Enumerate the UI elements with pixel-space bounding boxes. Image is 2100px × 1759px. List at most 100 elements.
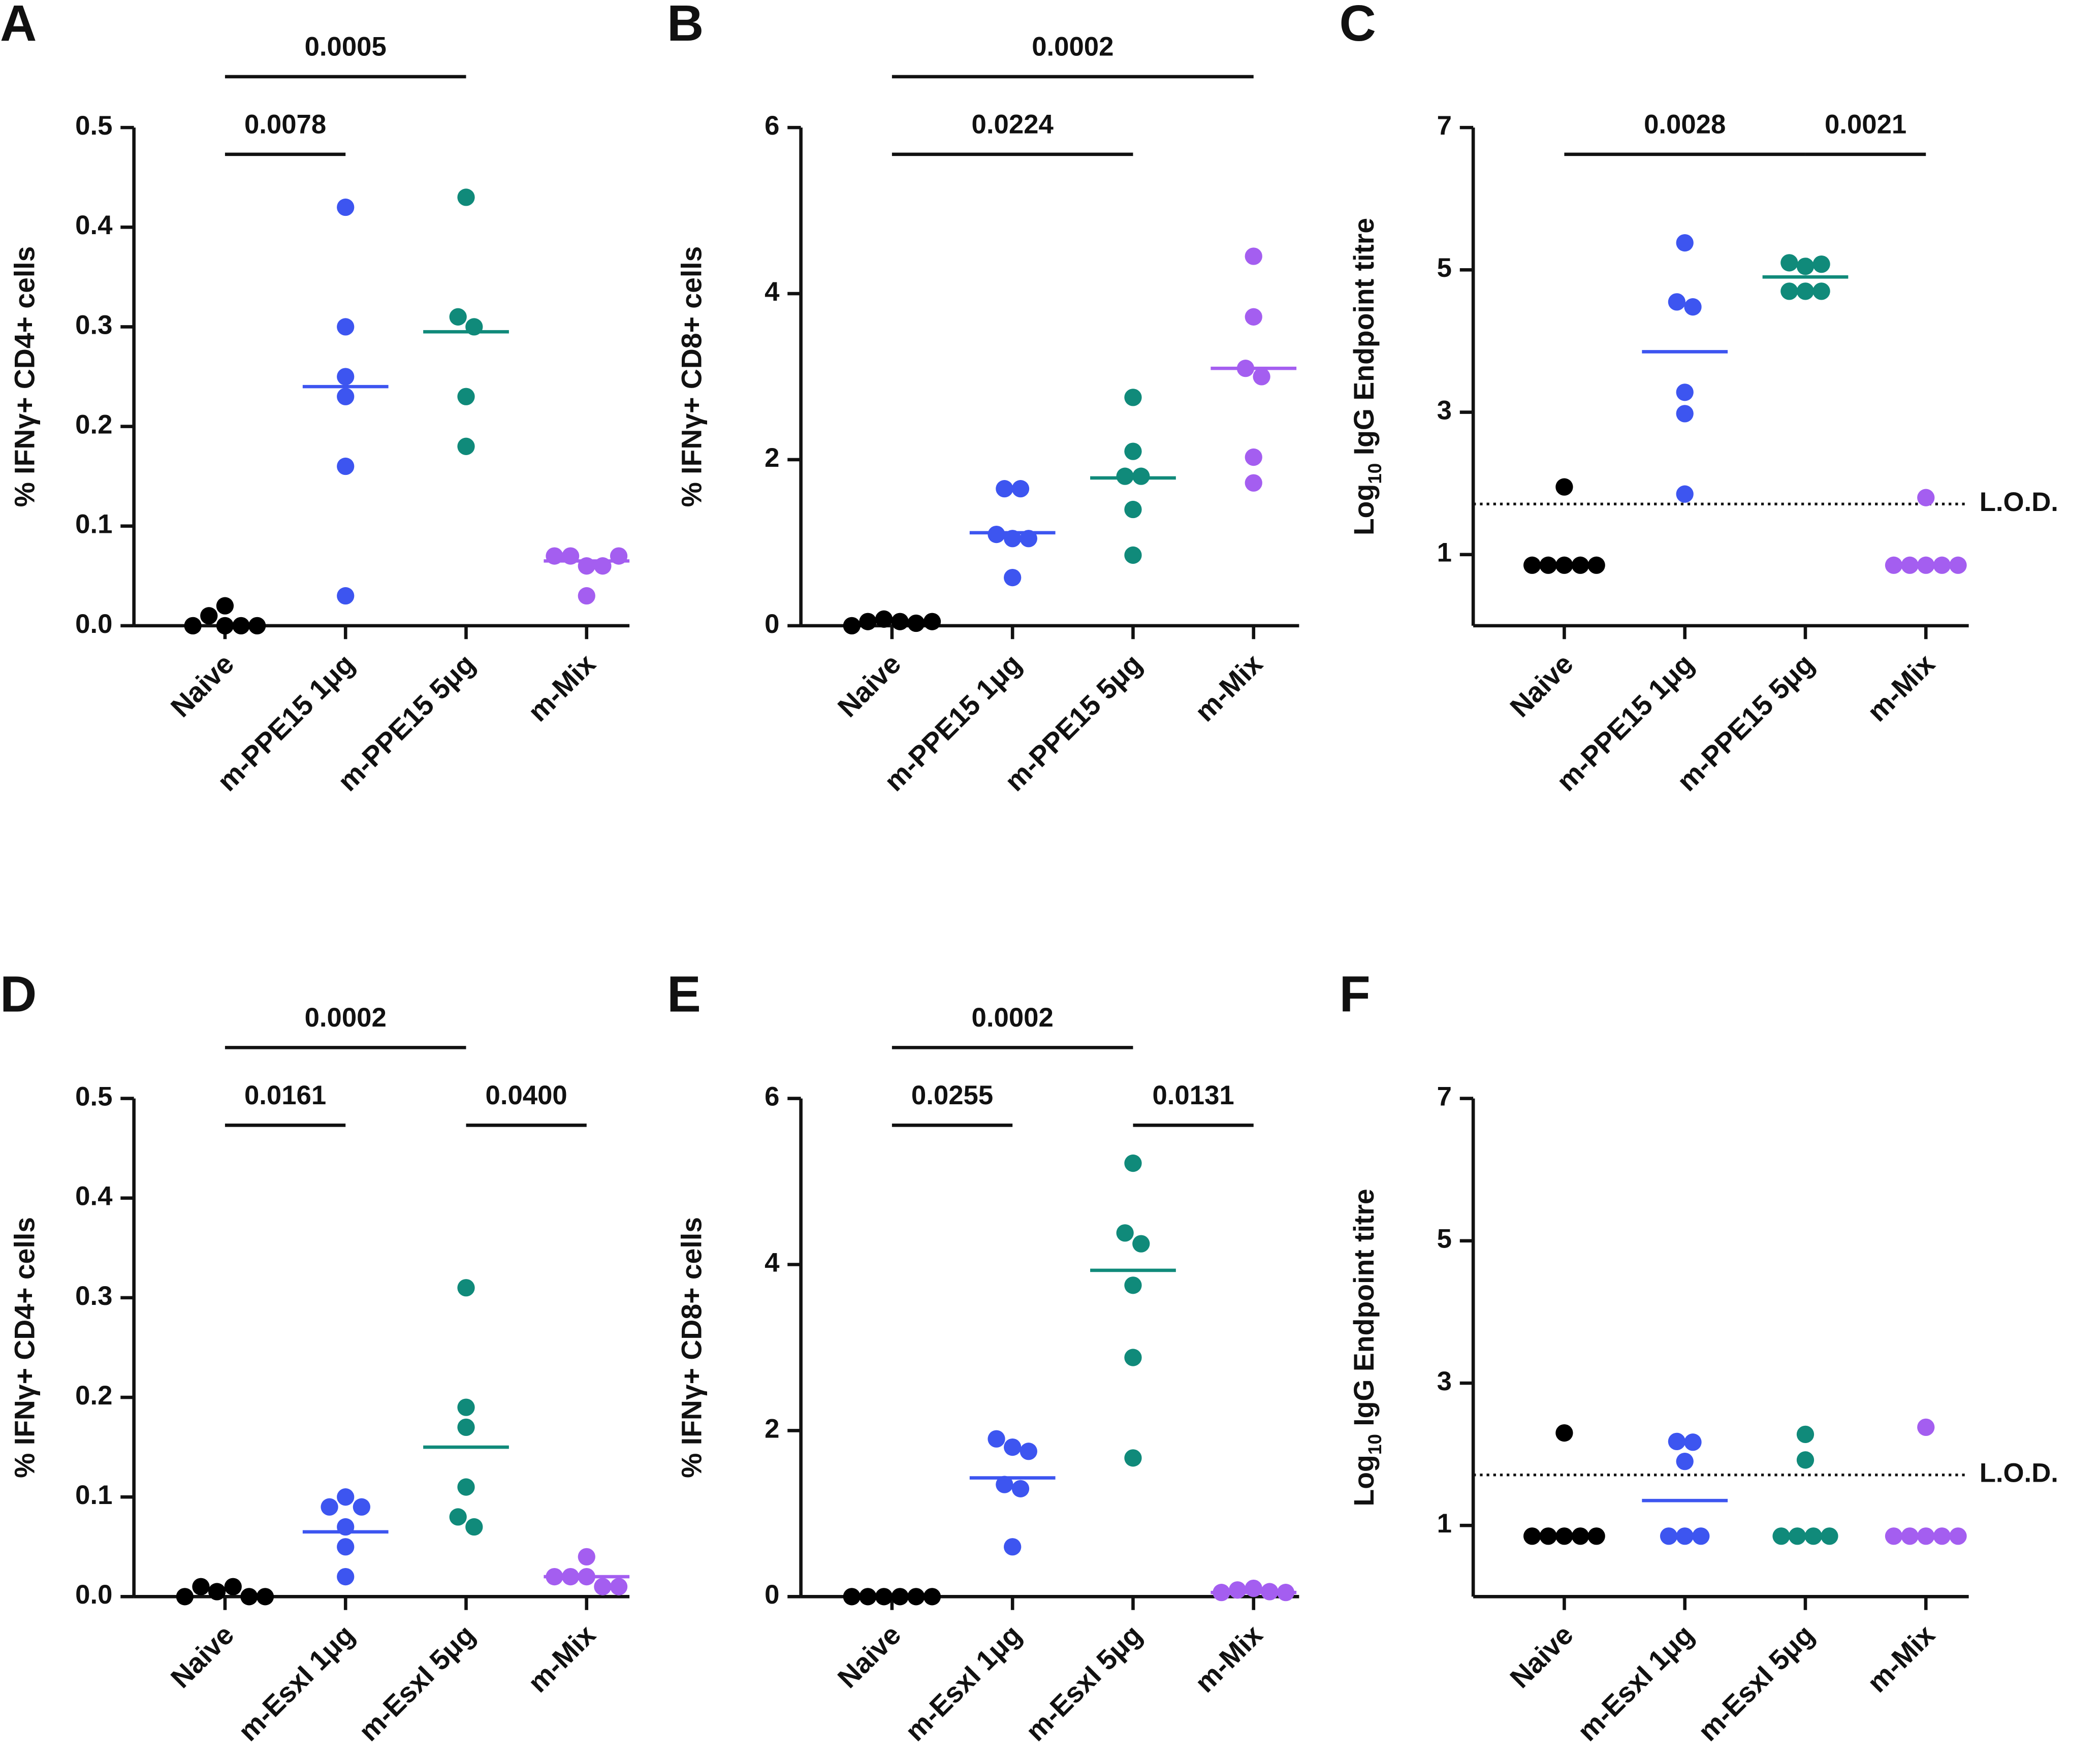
data-point [1555,556,1573,574]
data-point [1676,383,1694,401]
p-value: 0.0002 [1032,31,1113,61]
data-point [337,1538,355,1556]
data-point [1901,1527,1919,1545]
data-point [1949,556,1967,574]
y-label-rest: IgG Endpoint titre [1348,218,1380,463]
data-point [1917,556,1935,574]
y-tick-label: 0.3 [75,310,112,340]
y-tick-label: 3 [1437,395,1452,425]
data-point [1523,556,1541,574]
panel-letter: C [1339,0,1376,52]
data-point [457,1279,475,1297]
p-value: 0.0131 [1152,1080,1234,1110]
y-tick-label: 0.3 [75,1281,112,1311]
data-point [594,1578,612,1595]
data-point [1124,1449,1142,1467]
data-point [208,1583,226,1601]
data-point [184,617,202,635]
p-value: 0.0021 [1825,109,1906,139]
x-tick-label: Naive [1504,648,1579,723]
data-point [200,607,218,625]
y-tick-label: 0.4 [75,210,113,240]
x-tick-label: Naive [165,648,240,723]
lod-label: L.O.D. [1980,1458,2058,1488]
data-point [923,1588,941,1606]
data-point [337,388,355,405]
data-point [248,617,266,635]
panel-letter: D [0,966,37,1022]
y-label-base: Log [1348,1455,1380,1506]
x-tick-label: m-Mix [522,1619,601,1699]
data-point [457,1398,475,1416]
data-point [1796,258,1815,275]
p-value: 0.0005 [305,31,387,61]
data-point [256,1588,274,1606]
data-point [457,437,475,455]
data-point [192,1578,210,1595]
data-point [449,308,467,326]
data-point [907,614,925,632]
data-point [1821,1527,1838,1545]
data-point [1796,282,1815,300]
data-point [1004,1538,1022,1556]
data-point [1796,1425,1815,1444]
data-point [996,1476,1013,1493]
x-tick-label: Naive [832,1619,907,1694]
data-point [1020,1443,1037,1460]
data-point [1523,1527,1541,1545]
data-point [891,613,909,630]
data-point [1692,1527,1710,1545]
x-tick-label: m-EsxI 5μg [353,1619,481,1747]
y-axis-label: % IFNγ+ CD8+ cells [676,1217,707,1478]
data-point [1124,500,1142,519]
data-point [1885,556,1903,574]
panel-letter: F [1339,966,1370,1022]
x-tick-label: m-Mix [1189,1619,1268,1699]
data-point [1933,556,1951,574]
p-value: 0.0078 [244,109,326,139]
data-point [1684,298,1702,316]
data-point [907,1588,925,1606]
p-value: 0.0161 [244,1080,326,1110]
data-point [1253,368,1270,386]
y-tick-label: 0.1 [75,1480,112,1510]
y-tick-label: 0.0 [75,609,112,639]
lod-label: L.O.D. [1980,487,2058,517]
data-point [1917,1418,1935,1436]
data-point [1676,1452,1694,1470]
data-point [1124,546,1142,564]
data-point [457,1418,475,1436]
data-point [457,1478,475,1496]
y-tick-label: 7 [1437,111,1452,141]
data-point [1917,1527,1935,1545]
x-tick-label: m-EsxI 5μg [1692,1619,1821,1747]
y-axis-label: % IFNγ+ CD4+ cells [9,1217,40,1478]
x-tick-label: m-EsxI 1μg [232,1619,361,1747]
data-point [465,1518,483,1536]
data-point [337,368,355,386]
data-point [1804,1527,1822,1545]
data-point [337,1568,355,1586]
data-point [1555,478,1573,496]
y-tick-label: 2 [765,1414,779,1444]
data-point [1571,1527,1589,1545]
data-point [232,617,250,635]
y-tick-label: 0 [765,609,779,639]
data-point [1933,1527,1951,1545]
data-point [1676,1527,1694,1545]
data-point [1949,1527,1967,1545]
data-point [1555,1527,1573,1545]
data-point [1668,1432,1686,1451]
data-point [1660,1527,1678,1545]
data-point [1676,405,1694,423]
data-point [1812,255,1830,273]
data-point [1011,480,1030,498]
p-value: 0.0255 [911,1080,993,1110]
data-point [1587,556,1605,574]
y-tick-label: 6 [765,111,779,141]
data-point [1124,1276,1142,1294]
data-point [449,1508,467,1526]
data-point [1116,1224,1134,1242]
p-value: 0.0002 [305,1003,387,1033]
